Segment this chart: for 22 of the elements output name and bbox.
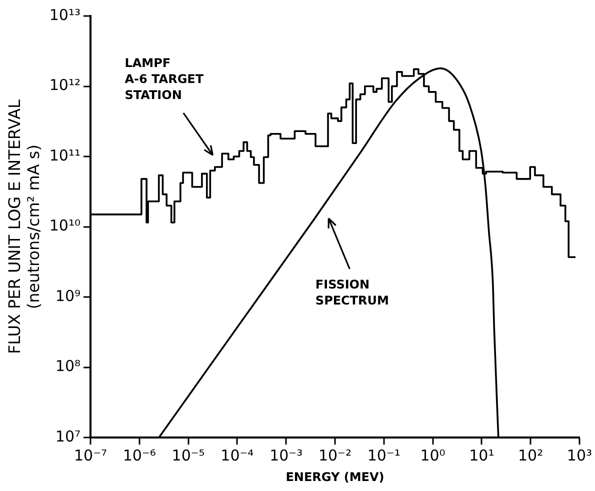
y-tick-label: 10¹⁰ [49,216,81,235]
y-tick-label: 10⁹ [55,286,81,305]
y-tick-label: 10¹¹ [49,146,81,164]
x-tick-label: 10⁻⁴ [220,446,254,464]
x-tick-label: 10⁻⁶ [122,446,156,464]
annotation: FISSION SPECTRUM [315,278,389,308]
y-tick-label: 10¹³ [49,6,81,24]
x-tick-label: 10² [518,446,544,464]
x-tick-label: 10⁰ [420,446,446,464]
x-axis-title: ENERGY (MEV) [286,470,384,484]
x-tick-label: 10⁻⁷ [74,446,108,464]
x-tick-label: 10⁻² [318,446,352,464]
x-tick-label: 10⁻³ [270,446,303,464]
y-tick-label: 10⁸ [55,357,81,376]
x-tick-label: 10⁻⁵ [172,446,205,464]
annotation: LAMPF A-6 TARGET STATION [124,56,204,102]
x-tick-label: 10⁻¹ [367,446,400,464]
y-tick-label: 10¹² [49,76,81,94]
x-tick-label: 10³ [566,446,592,464]
x-tick-label: 10¹ [469,446,494,464]
y-axis-title: FLUX PER UNIT LOG E INTERVAL (neutrons/cm² mA s) [4,99,43,354]
y-tick-label: 10⁷ [55,427,81,446]
